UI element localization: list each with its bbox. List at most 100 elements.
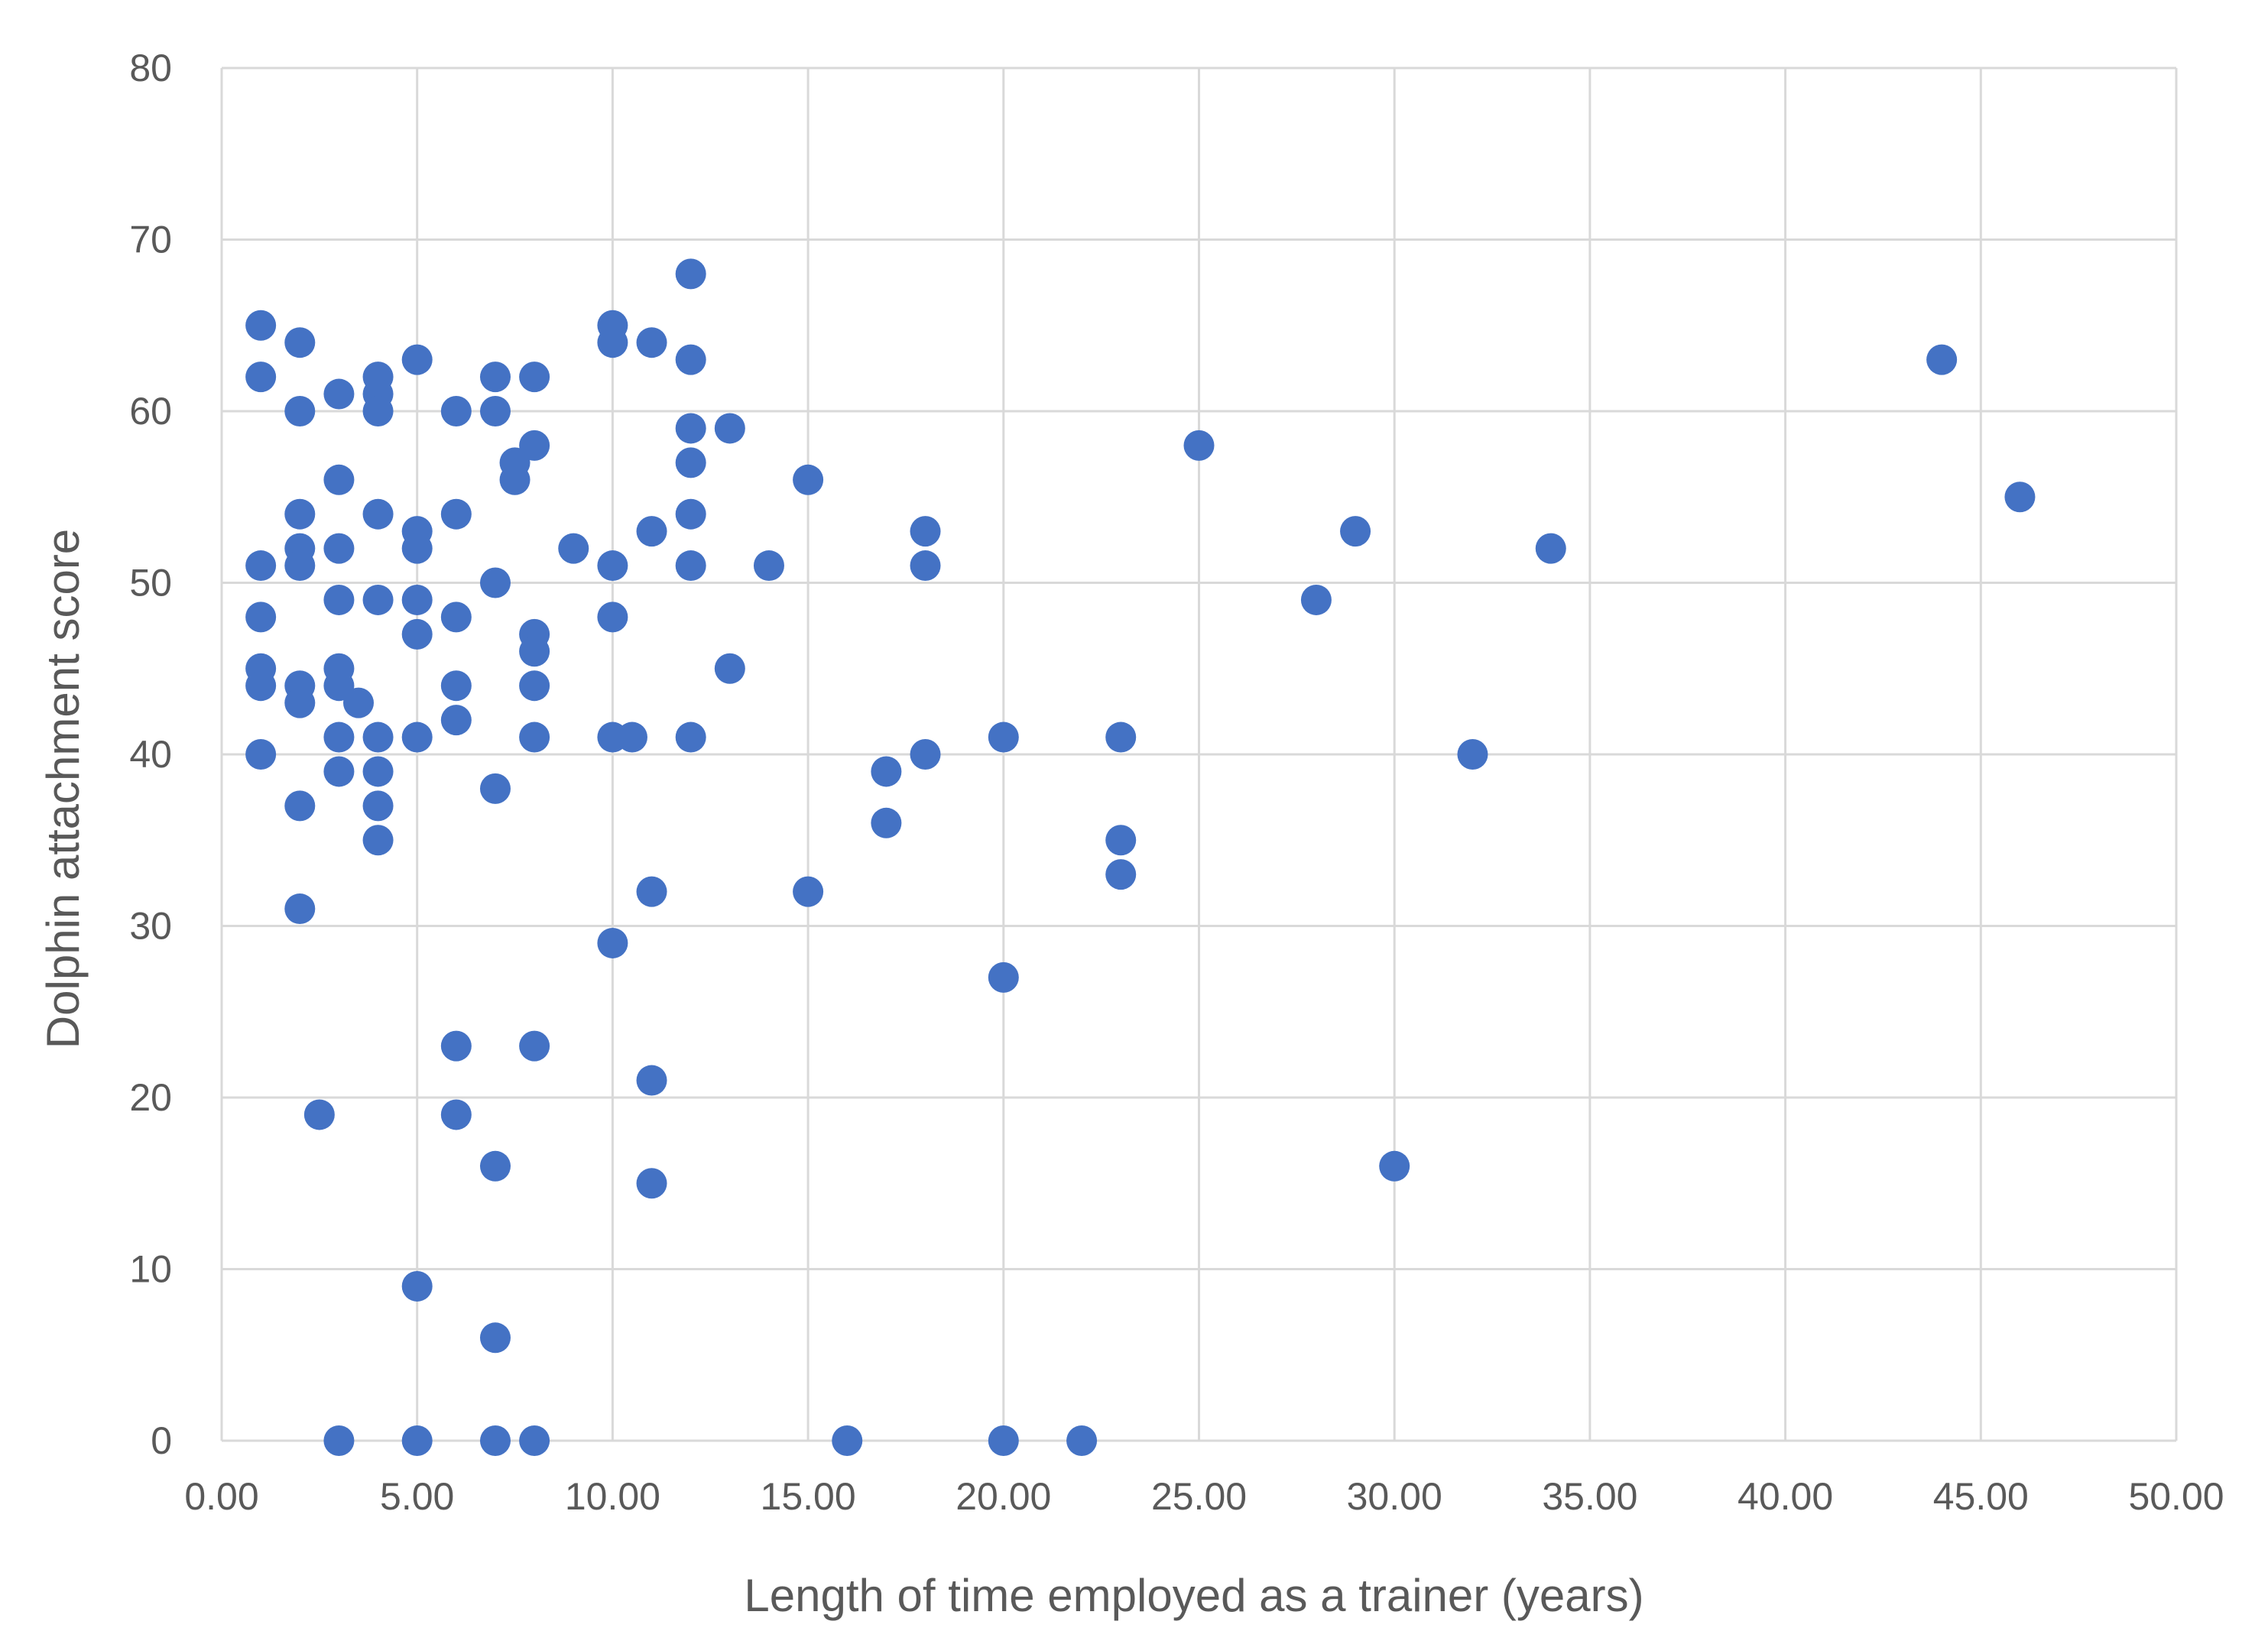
data-point bbox=[871, 756, 902, 787]
data-point bbox=[675, 447, 706, 478]
data-point bbox=[1105, 825, 1137, 856]
data-point bbox=[362, 498, 394, 530]
data-point bbox=[793, 464, 824, 495]
data-point bbox=[440, 1030, 472, 1062]
data-point bbox=[675, 498, 706, 530]
data-point bbox=[284, 790, 316, 822]
x-tick-label: 45.00 bbox=[1933, 1475, 2029, 1518]
data-point bbox=[479, 773, 511, 804]
data-point bbox=[323, 1425, 355, 1456]
data-point bbox=[636, 516, 667, 547]
data-point bbox=[1183, 430, 1215, 461]
data-point bbox=[793, 876, 824, 907]
data-point bbox=[245, 550, 277, 582]
data-point bbox=[1105, 721, 1137, 753]
y-tick-label: 0 bbox=[151, 1419, 172, 1462]
data-point bbox=[675, 721, 706, 753]
data-point bbox=[401, 1270, 433, 1302]
data-point bbox=[519, 430, 550, 461]
data-point bbox=[675, 258, 706, 290]
data-point bbox=[519, 670, 550, 702]
data-point bbox=[245, 310, 277, 341]
x-tick-label: 10.00 bbox=[565, 1475, 660, 1518]
data-point bbox=[988, 961, 1019, 993]
data-point bbox=[479, 396, 511, 426]
grid bbox=[220, 66, 2178, 1442]
data-point bbox=[245, 362, 277, 393]
data-point bbox=[479, 1150, 511, 1182]
data-point bbox=[636, 876, 667, 907]
data-point bbox=[675, 344, 706, 375]
data-point bbox=[303, 1099, 335, 1130]
data-point bbox=[323, 721, 355, 753]
x-axis-title: Length of time employed as a trainer (ye… bbox=[744, 1570, 1643, 1621]
data-point bbox=[1340, 516, 1371, 547]
data-point bbox=[440, 705, 472, 736]
data-point bbox=[401, 344, 433, 375]
data-point bbox=[284, 327, 316, 358]
data-point bbox=[519, 721, 550, 753]
data-point bbox=[499, 464, 530, 495]
data-point bbox=[245, 739, 277, 770]
data-point bbox=[401, 584, 433, 615]
y-tick-label: 20 bbox=[129, 1076, 172, 1119]
data-point bbox=[753, 550, 784, 582]
data-point bbox=[362, 396, 394, 426]
data-point bbox=[1535, 533, 1566, 564]
data-point bbox=[323, 464, 355, 495]
x-tick-label: 15.00 bbox=[761, 1475, 856, 1518]
data-point bbox=[558, 533, 589, 564]
x-tick-label: 0.00 bbox=[184, 1475, 258, 1518]
data-point bbox=[401, 721, 433, 753]
data-point bbox=[479, 1425, 511, 1456]
data-point bbox=[362, 790, 394, 822]
data-point bbox=[597, 327, 628, 358]
data-point bbox=[1300, 584, 1332, 615]
x-tick-label: 20.00 bbox=[956, 1475, 1051, 1518]
data-point bbox=[675, 550, 706, 582]
data-point bbox=[479, 567, 511, 598]
data-point bbox=[440, 396, 472, 426]
data-point bbox=[636, 1065, 667, 1096]
data-point bbox=[284, 396, 316, 426]
data-point bbox=[245, 602, 277, 633]
data-point bbox=[519, 1425, 550, 1456]
data-point bbox=[323, 584, 355, 615]
data-point bbox=[871, 807, 902, 838]
data-point bbox=[440, 1099, 472, 1130]
data-point bbox=[362, 721, 394, 753]
data-point bbox=[284, 687, 316, 718]
y-tick-label: 40 bbox=[129, 733, 172, 776]
data-point bbox=[362, 756, 394, 787]
data-point bbox=[362, 825, 394, 856]
data-points bbox=[245, 258, 2036, 1456]
data-point bbox=[1926, 344, 1958, 375]
data-point bbox=[636, 1168, 667, 1199]
y-axis-title: Dolphin attachment score bbox=[37, 529, 89, 1049]
data-point bbox=[714, 413, 745, 444]
data-point bbox=[519, 1030, 550, 1062]
y-tick-label: 10 bbox=[129, 1248, 172, 1291]
x-tick-label: 50.00 bbox=[2128, 1475, 2224, 1518]
data-point bbox=[479, 362, 511, 393]
tick-labels: 0.00 5.00 10.00 15.00 20.00 25.00 30.00 35.00 40… bbox=[129, 47, 2224, 1518]
data-point bbox=[988, 1425, 1019, 1456]
data-point bbox=[284, 893, 316, 925]
data-point bbox=[401, 1425, 433, 1456]
data-point bbox=[1066, 1425, 1098, 1456]
data-point bbox=[675, 413, 706, 444]
data-point bbox=[323, 533, 355, 564]
data-point bbox=[284, 550, 316, 582]
y-tick-label: 60 bbox=[129, 390, 172, 433]
data-point bbox=[519, 362, 550, 393]
data-point bbox=[616, 721, 647, 753]
data-point bbox=[401, 533, 433, 564]
data-point bbox=[714, 653, 745, 684]
data-point bbox=[910, 739, 941, 770]
x-tick-label: 5.00 bbox=[380, 1475, 454, 1518]
data-point bbox=[342, 687, 374, 718]
data-point bbox=[479, 1322, 511, 1354]
data-point bbox=[519, 636, 550, 667]
